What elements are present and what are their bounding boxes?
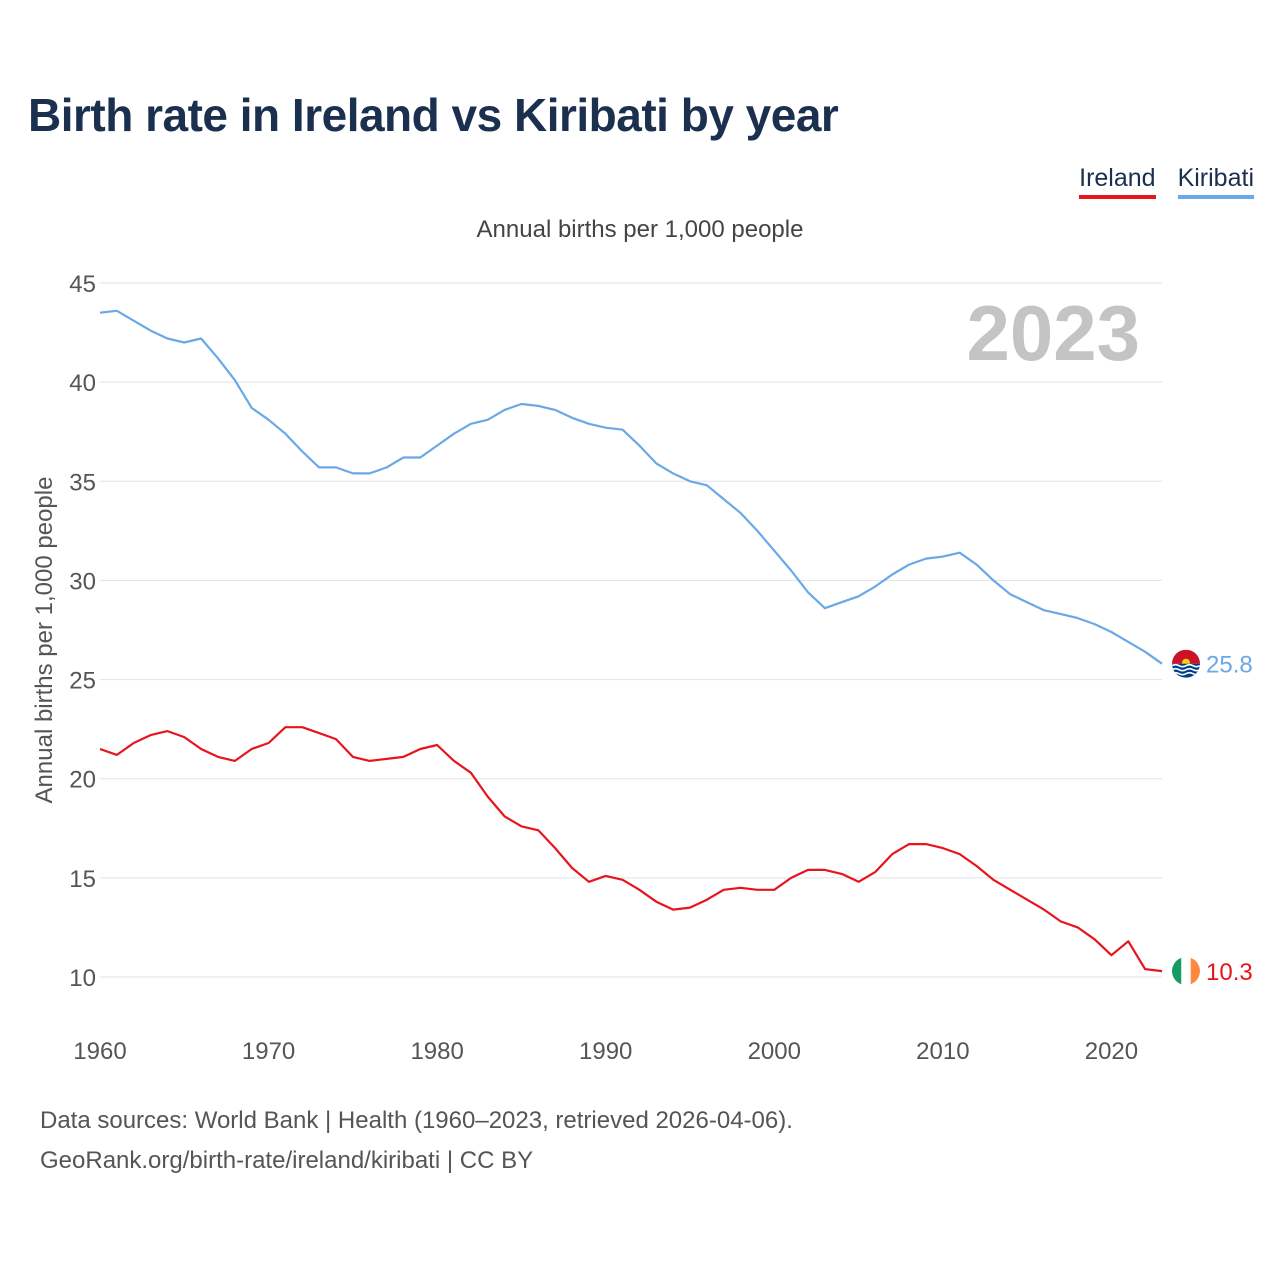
y-axis-ticks: 10 15 20 25 30 35 40 45 bbox=[69, 271, 96, 992]
chart-subtitle: Annual births per 1,000 people bbox=[476, 216, 804, 243]
y-tick-label: 10 bbox=[69, 965, 96, 992]
series-line-ireland[interactable] bbox=[99, 726, 1163, 973]
x-tick-label: 2000 bbox=[748, 1038, 801, 1065]
flag-ireland-icon bbox=[1172, 957, 1200, 986]
y-tick-label: 15 bbox=[69, 866, 96, 893]
line-chart: 10 15 20 25 30 35 40 45 1960 1970 1980 1990 2000 201… bbox=[31, 271, 1253, 1065]
flag-kiribati-icon bbox=[1172, 649, 1200, 678]
y-tick-label: 20 bbox=[69, 767, 96, 794]
year-watermark: 2023 bbox=[966, 289, 1140, 377]
y-tick-label: 25 bbox=[69, 668, 96, 695]
series-line-kiribati[interactable] bbox=[99, 309, 1163, 665]
x-tick-label: 2010 bbox=[916, 1038, 969, 1065]
legend-item-kiribati[interactable]: Kiribati bbox=[1177, 164, 1254, 199]
x-axis-ticks: 1960 1970 1980 1990 2000 2010 2020 bbox=[73, 1038, 1138, 1065]
x-tick-label: 1990 bbox=[579, 1038, 632, 1065]
end-label-ireland: 10.3 bbox=[1206, 959, 1253, 986]
source-line-1[interactable]: Data sources: World Bank | Health (1960–… bbox=[40, 1107, 793, 1134]
x-tick-label: 2020 bbox=[1085, 1038, 1138, 1065]
end-markers: 10.3 25.8 bbox=[1172, 649, 1253, 986]
legend-item-ireland[interactable]: Ireland bbox=[1079, 164, 1156, 199]
source-line-2[interactable]: GeoRank.org/birth-rate/ireland/kiribati … bbox=[40, 1147, 534, 1174]
gridlines bbox=[100, 282, 1162, 978]
x-tick-label: 1970 bbox=[242, 1038, 295, 1065]
y-tick-label: 40 bbox=[69, 370, 96, 397]
y-tick-label: 45 bbox=[69, 271, 96, 298]
y-axis-label: Annual births per 1,000 people bbox=[31, 477, 58, 804]
y-tick-label: 35 bbox=[69, 469, 96, 496]
chart-title: Birth rate in Ireland vs Kiribati by yea… bbox=[28, 89, 839, 141]
y-tick-label: 30 bbox=[69, 568, 96, 595]
x-tick-label: 1960 bbox=[73, 1038, 126, 1065]
legend: Ireland Kiribati bbox=[1079, 164, 1254, 199]
x-tick-label: 1980 bbox=[410, 1038, 463, 1065]
end-label-kiribati: 25.8 bbox=[1206, 652, 1253, 679]
series-lines bbox=[99, 309, 1163, 973]
